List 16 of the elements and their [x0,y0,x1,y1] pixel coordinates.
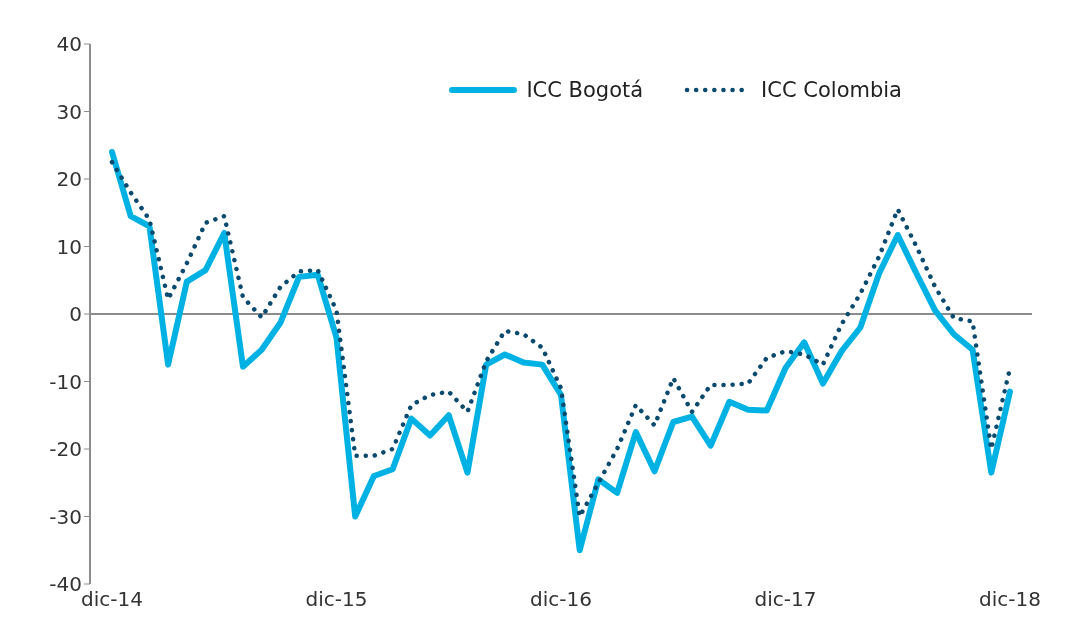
legend-label: ICC Colombia [761,78,902,102]
x-tick-label: dic-16 [530,587,592,612]
y-tick-label: -30 [49,504,82,529]
legend-label: ICC Bogotá [526,78,644,102]
y-tick-label: 20 [56,167,82,192]
y-tick-label: 10 [56,234,82,259]
y-tick-label: 40 [56,32,82,57]
y-tick-label: -40 [49,572,82,597]
x-tick-label: dic-15 [305,587,368,612]
x-tick-label: dic-14 [81,587,143,612]
y-tick-label: 30 [56,99,82,124]
y-tick-label: -10 [49,369,82,394]
x-tick-label: dic-18 [979,587,1041,612]
x-tick-label: dic-17 [754,587,817,612]
y-tick-label: -20 [49,437,82,462]
y-tick-label: 0 [69,302,82,327]
